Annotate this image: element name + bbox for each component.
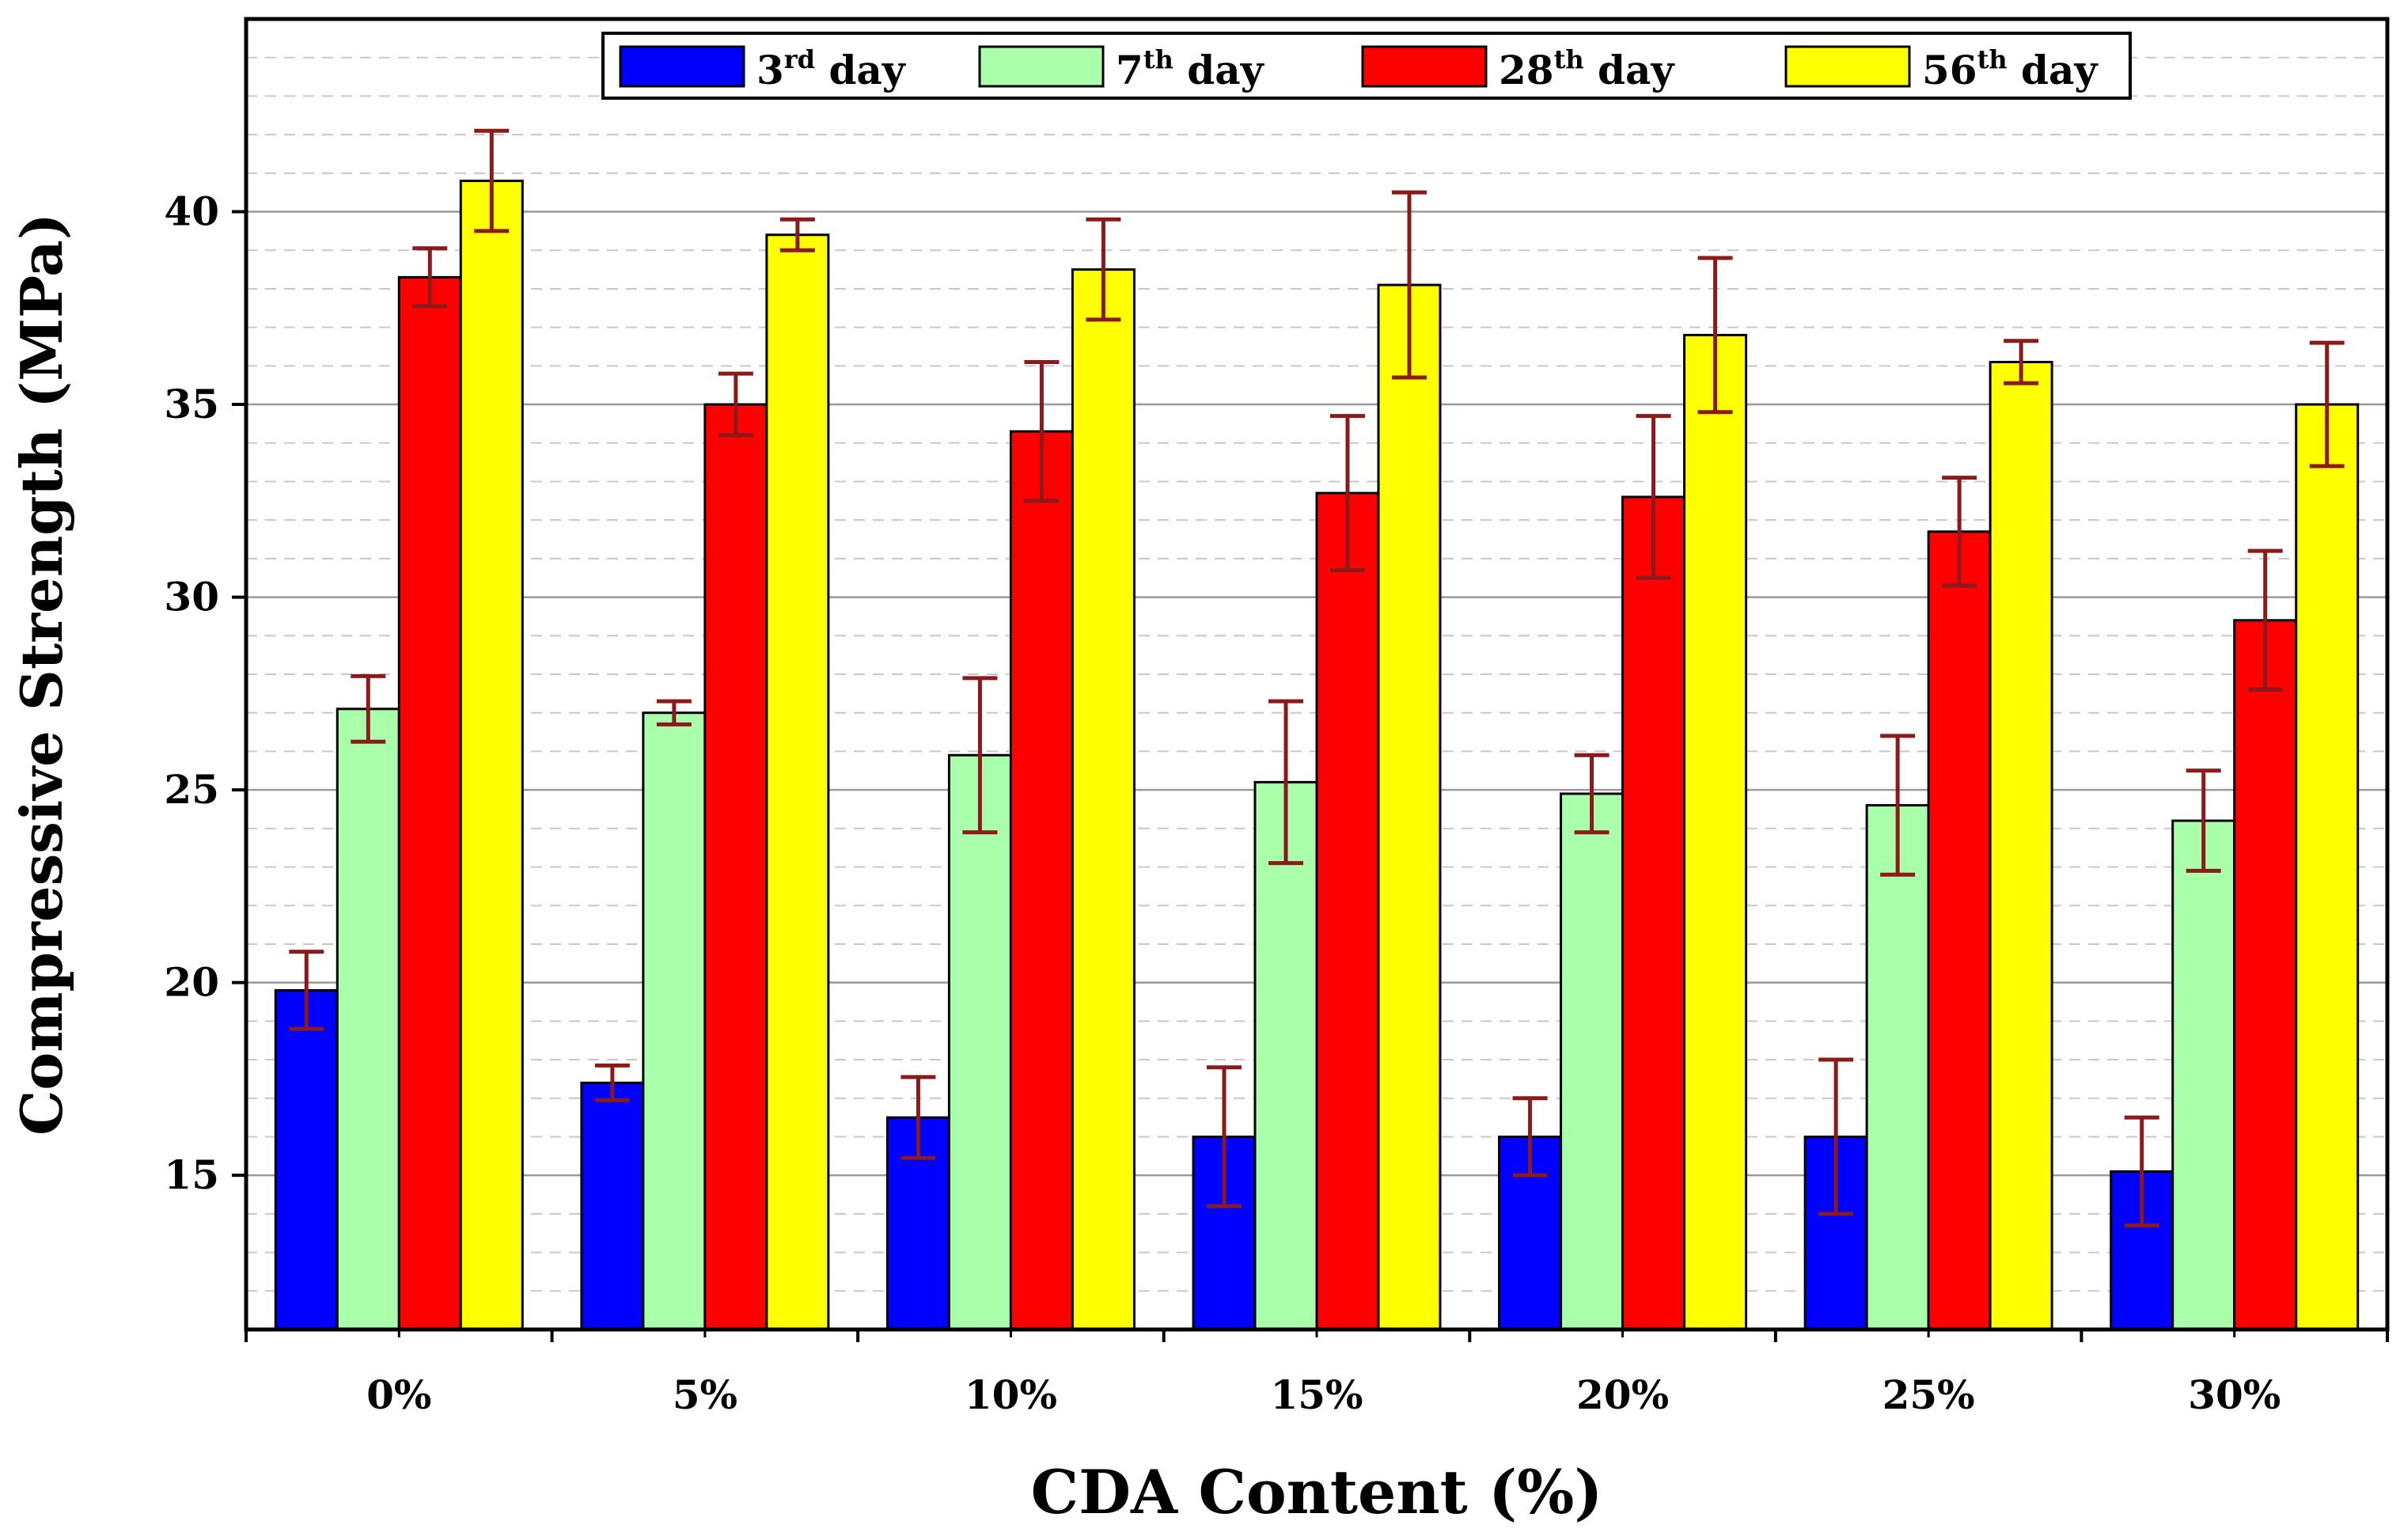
bar — [459, 180, 524, 1331]
bar — [580, 1081, 645, 1331]
legend-swatch — [1361, 45, 1488, 88]
y-tick-label: 20 — [164, 959, 219, 1006]
bar — [1989, 360, 2053, 1331]
bar — [1009, 430, 1074, 1331]
bar — [1315, 491, 1380, 1331]
legend-swatch — [619, 45, 745, 88]
bar — [1865, 804, 1930, 1331]
bar — [2295, 403, 2360, 1331]
y-tick-label: 25 — [164, 766, 219, 813]
bar — [1927, 530, 1992, 1331]
x-tick-label: 30% — [2188, 1371, 2281, 1418]
y-tick-label: 35 — [164, 381, 219, 427]
y-tick-label: 40 — [164, 188, 219, 235]
x-tick-label: 25% — [1882, 1371, 1975, 1418]
tick-labels: 15 20 25 30 35 40 0% 5% 10% 15% 20% 25% 30% — [164, 188, 2281, 1418]
x-tick-label: 10% — [965, 1371, 1057, 1418]
bar — [336, 707, 400, 1331]
bar — [2233, 619, 2298, 1331]
legend-swatch — [1784, 45, 1911, 88]
bar — [765, 233, 830, 1331]
bar — [642, 711, 707, 1331]
axis-ticks — [232, 210, 2389, 1342]
y-tick-label: 30 — [164, 574, 219, 620]
bar — [274, 988, 339, 1331]
legend-label: 3rd day — [756, 44, 907, 93]
y-tick-label: 15 — [164, 1151, 219, 1198]
bar — [397, 275, 462, 1331]
bar — [1377, 283, 1442, 1331]
bar — [2171, 819, 2236, 1331]
bar — [1560, 792, 1625, 1331]
bar — [1683, 333, 1748, 1331]
x-tick-label: 5% — [673, 1371, 737, 1418]
x-tick-label: 0% — [366, 1371, 431, 1418]
legend: 3rd day 7th day 28th day 56th day — [601, 32, 2132, 100]
bar — [947, 753, 1012, 1331]
legend-label: 7th day — [1116, 44, 1265, 93]
x-tick-label: 15% — [1270, 1371, 1363, 1418]
x-axis-title: CDA Content (%) — [1031, 1457, 1603, 1527]
error-bars — [289, 128, 2345, 1227]
legend-label: 28th day — [1499, 44, 1675, 93]
bars — [274, 180, 2360, 1331]
bar — [1071, 268, 1136, 1331]
legend-label: 56th day — [1922, 44, 2099, 93]
legend-swatch — [978, 45, 1105, 88]
bar — [1621, 495, 1686, 1331]
y-axis-title: Compressive Strength (MPa) — [8, 213, 75, 1136]
x-tick-label: 20% — [1576, 1371, 1669, 1418]
bar — [703, 403, 768, 1331]
